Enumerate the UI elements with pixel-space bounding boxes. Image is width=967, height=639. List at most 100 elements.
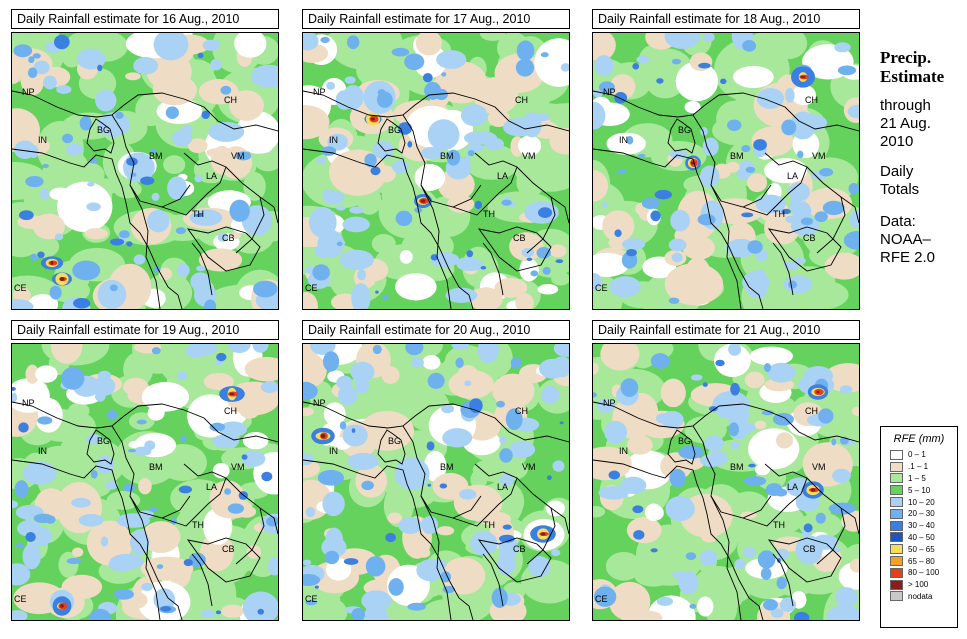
rain-cell [668,297,680,304]
rain-cell [765,483,783,496]
rain-cell [650,548,658,553]
rain-cell [14,480,29,498]
rain-cell [664,33,701,49]
country-border [764,152,846,254]
rain-cell [822,200,845,216]
rain-cell [45,515,56,524]
rain-cell [464,144,520,180]
rain-cell [441,557,486,595]
rain-cell [336,205,346,211]
rain-cell [432,472,469,500]
rain-cell [241,454,248,460]
country-label: BM [440,151,454,161]
rain-cell [755,194,786,214]
rain-cell [636,55,650,64]
rain-cell [152,74,197,106]
country-label: LA [787,482,798,492]
rain-cell [733,65,774,89]
date-label: 21 Aug. [880,115,931,132]
rain-cell [12,563,31,586]
rain-cell [176,371,188,381]
totals-label: Totals [880,181,920,198]
legend-swatch [890,579,903,590]
rain-cell [689,52,713,72]
rain-cell [690,374,703,381]
rain-cell [76,48,106,70]
rain-cell [303,291,318,309]
country-label: CE [595,594,608,604]
rain-cell [250,64,278,88]
daily-label: Daily [880,163,914,180]
country-label: CB [222,544,235,554]
rain-cell [410,357,424,368]
coastline [12,148,213,309]
rain-cell [364,153,377,168]
rain-cell [167,176,187,200]
rain-cell [714,344,751,378]
rain-cell [214,129,235,139]
rain-cell [593,362,599,375]
country-border [129,184,161,309]
rain-cell [339,421,347,430]
rain-cell [351,607,365,620]
source-label: NOAA– [880,231,931,248]
rain-cell [204,299,217,309]
rain-cell [555,259,564,264]
panel-title: Daily Rainfall estimate for 20 Aug., 201… [302,320,570,340]
rain-cell [138,478,152,495]
rain-cell [637,153,646,158]
rain-cell [783,275,813,294]
country-border [477,226,552,272]
country-border [129,495,161,620]
rain-cell [27,294,59,309]
rainfall-map: NP CH IN BG BM VM LA TH CB CE [592,343,860,621]
rain-cell [535,113,550,122]
rain-cell [221,604,245,618]
rain-cell [40,188,50,200]
rain-cell [600,344,640,371]
rain-cell [43,75,57,90]
rain-cell [357,269,367,281]
rain-cell [109,553,144,570]
country-label: CH [515,95,528,105]
rain-cell [704,435,724,452]
country-label: CE [305,283,318,293]
rain-cell [781,208,791,215]
rain-cell [479,33,506,42]
rain-cell [824,252,859,280]
rain-cell [130,529,150,556]
country-label: TH [483,209,495,219]
rain-cell [656,596,674,607]
rain-cell [767,362,796,383]
rain-cell [147,209,170,233]
rain-cell [141,582,153,592]
rain-cell [696,596,714,617]
rain-cell [267,557,278,576]
rain-cell [740,56,767,70]
country-border [259,196,278,224]
country-border [303,90,569,132]
rain-cell [515,293,534,309]
country-border [710,495,742,620]
rain-cell [626,248,638,257]
rain-cell [229,392,235,396]
rain-cell [224,488,232,495]
rain-cell [708,406,718,412]
rain-cell [88,157,98,164]
rain-cell [210,58,223,71]
rain-cell [815,512,826,524]
rain-cell [464,380,472,387]
legend-label: 80 – 100 [908,568,940,578]
rain-cell [210,145,233,175]
rain-cell [320,146,337,156]
rain-cell [303,573,321,587]
rain-cell [316,156,326,165]
rain-cell [422,354,441,370]
country-label: VM [231,151,245,161]
version-label: RFE 2.0 [880,249,936,266]
legend-item: 65 – 80 [881,555,957,567]
rain-cell [502,524,512,530]
rain-cell [763,599,778,611]
rain-cell [12,299,34,309]
rain-cell [416,559,444,582]
